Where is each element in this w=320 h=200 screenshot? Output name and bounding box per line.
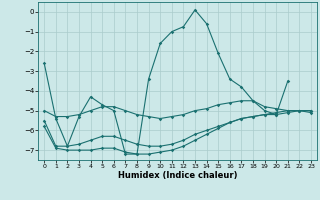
X-axis label: Humidex (Indice chaleur): Humidex (Indice chaleur)	[118, 171, 237, 180]
